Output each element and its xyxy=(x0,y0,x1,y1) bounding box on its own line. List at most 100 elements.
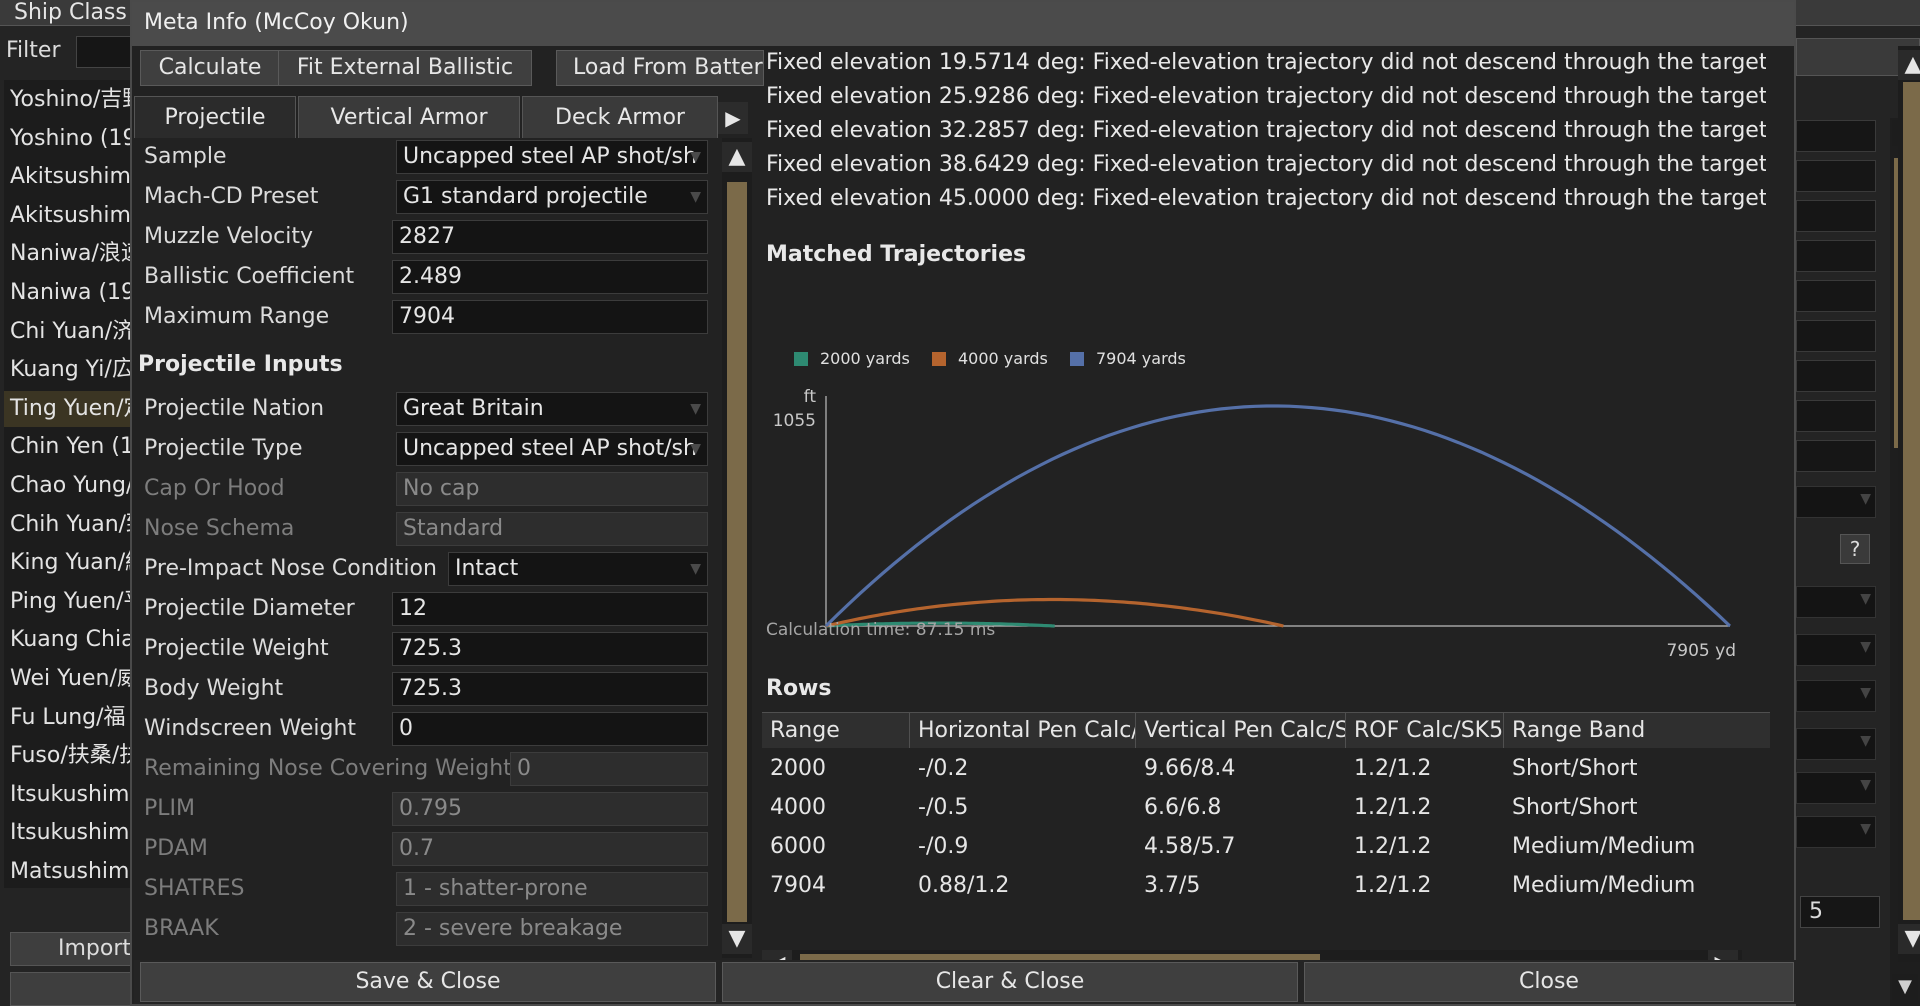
ship-list-item[interactable]: King Yuan/経 xyxy=(10,550,136,576)
ship-list-item[interactable]: Wei Yuen/威 xyxy=(10,666,136,691)
results-scroll-down-icon[interactable]: ▼ xyxy=(1898,924,1920,954)
projectile-diameter-input[interactable]: 12 xyxy=(392,592,708,626)
background-scroll-down-icon[interactable]: ▼ xyxy=(1892,974,1918,1000)
column-header-horizontal-pen[interactable]: Horizontal Pen Calc/SK5 xyxy=(910,712,1136,748)
muzzle-velocity-input[interactable]: 2827 xyxy=(392,220,708,254)
column-header-range[interactable]: Range xyxy=(762,712,910,748)
tab-deck-armor[interactable]: Deck Armor xyxy=(522,96,718,138)
braak-label: BRAAK xyxy=(144,916,219,941)
background-field[interactable] xyxy=(1796,400,1876,432)
nose-schema-field: Standard xyxy=(396,512,708,546)
ship-list-item[interactable]: Ting Yuen/定 xyxy=(4,390,136,427)
ship-list-item[interactable]: Fuso/扶桑/扶 xyxy=(10,743,136,769)
background-field[interactable] xyxy=(1796,586,1876,618)
projectile-weight-row: Projectile Weight 725.3 xyxy=(134,632,716,670)
projectile-nation-select[interactable]: Great Britain xyxy=(396,392,708,426)
mach-cd-row: Mach-CD Preset G1 standard projectile xyxy=(134,180,716,218)
background-field[interactable] xyxy=(1796,280,1876,312)
remaining-nose-label: Remaining Nose Covering Weight xyxy=(144,756,512,781)
results-scroll-up-icon[interactable]: ▲ xyxy=(1898,50,1920,80)
import-button[interactable]: Import xyxy=(10,932,136,966)
ship-list-item[interactable]: Chao Yung/ xyxy=(10,473,134,498)
background-field[interactable] xyxy=(1796,680,1876,712)
results-scroll-thumb[interactable] xyxy=(1903,82,1920,920)
background-field[interactable] xyxy=(1796,240,1876,272)
mach-cd-select[interactable]: G1 standard projectile xyxy=(396,180,708,214)
background-field[interactable] xyxy=(1796,320,1876,352)
ship-list-item[interactable]: Itsukushima xyxy=(10,781,136,807)
ship-list-item[interactable]: Yoshino (19 xyxy=(10,125,136,151)
ballistic-coefficient-input[interactable]: 2.489 xyxy=(392,260,708,294)
form-scroll-down-icon[interactable]: ▼ xyxy=(722,924,752,954)
ship-list-item[interactable]: Chi Yuan/济 xyxy=(10,318,135,344)
background-field[interactable] xyxy=(1796,728,1876,760)
tab-scroll-right-icon[interactable]: ▶ xyxy=(718,102,748,134)
ship-list-item[interactable]: Akitsushima xyxy=(10,202,136,228)
ship-list-item[interactable]: Itsukushima xyxy=(10,820,136,846)
help-button[interactable]: ? xyxy=(1840,534,1870,564)
maximum-range-row: Maximum Range 7904 xyxy=(134,300,716,338)
ship-list-item[interactable]: Akitsushima xyxy=(10,164,136,190)
table-cell: 6.6/6.8 xyxy=(1144,795,1222,820)
projectile-type-select[interactable]: Uncapped steel AP shot/sh xyxy=(396,432,708,466)
form-scrollbar[interactable] xyxy=(722,138,752,958)
ship-list-item[interactable]: Fu Lung/福 xyxy=(10,704,126,730)
ship-list-item[interactable]: Chih Yuan/致 xyxy=(10,511,136,537)
trajectory-line xyxy=(824,404,1732,628)
pre-impact-select[interactable]: Intact xyxy=(448,552,708,586)
background-field[interactable] xyxy=(1796,360,1876,392)
ship-list-item[interactable]: Naniwa (19 xyxy=(10,280,136,305)
legend-label: 7904 yards xyxy=(1096,349,1186,368)
column-header-range-band[interactable]: Range Band xyxy=(1504,712,1770,748)
log-line: Fixed elevation 25.9286 deg: Fixed-eleva… xyxy=(766,84,1766,109)
column-header-vertical-pen[interactable]: Vertical Pen Calc/SK5 xyxy=(1136,712,1346,748)
form-scroll-up-icon[interactable]: ▲ xyxy=(722,142,752,172)
save-close-button[interactable]: Save & Close xyxy=(140,962,716,1002)
projectile-diameter-row: Projectile Diameter 12 xyxy=(134,592,716,630)
background-field[interactable] xyxy=(1796,200,1876,232)
dialog-title-bar[interactable]: Meta Info (McCoy Okun) xyxy=(132,2,1794,46)
ship-list-item[interactable]: Matsushima xyxy=(10,859,136,884)
sample-row: Sample Uncapped steel AP shot/sh xyxy=(134,140,716,178)
tab-projectile[interactable]: Projectile xyxy=(134,96,296,138)
sample-select[interactable]: Uncapped steel AP shot/sh xyxy=(396,140,708,174)
projectile-form: Sample Uncapped steel AP shot/sh Mach-CD… xyxy=(134,138,716,960)
results-scrollbar[interactable] xyxy=(1898,46,1920,962)
filter-input[interactable] xyxy=(76,36,136,68)
background-field[interactable] xyxy=(1796,120,1876,152)
background-field[interactable] xyxy=(1796,160,1876,192)
clear-close-button[interactable]: Clear & Close xyxy=(722,962,1298,1002)
ship-list-item[interactable]: Chin Yen (1 xyxy=(10,434,134,460)
cap-or-hood-label: Cap Or Hood xyxy=(144,476,285,501)
chart-x-max-label: 7905 yd xyxy=(1666,641,1736,661)
table-cell: Short/Short xyxy=(1512,795,1638,820)
windscreen-weight-input[interactable]: 0 xyxy=(392,712,708,746)
maximum-range-input[interactable]: 7904 xyxy=(392,300,708,334)
projectile-type-label: Projectile Type xyxy=(144,436,303,461)
background-field[interactable] xyxy=(1796,440,1876,472)
tab-vertical-armor[interactable]: Vertical Armor xyxy=(298,96,520,138)
body-weight-label: Body Weight xyxy=(144,676,284,701)
count-field[interactable]: 5 xyxy=(1800,896,1880,928)
ship-list[interactable]: Yoshino/吉野 Yoshino (19 Akitsushima Akitsush… xyxy=(4,80,136,888)
close-button[interactable]: Close xyxy=(1304,962,1794,1002)
ship-list-item[interactable]: Naniwa/浪速 xyxy=(10,241,136,267)
background-field[interactable] xyxy=(1796,486,1876,518)
ship-list-item[interactable]: Kuang Yi/広 xyxy=(10,357,134,383)
projectile-weight-input[interactable]: 725.3 xyxy=(392,632,708,666)
background-bottom-button[interactable] xyxy=(10,972,136,1006)
background-field[interactable] xyxy=(1796,772,1876,804)
calculation-time: Calculation time: 87.15 ms xyxy=(766,620,996,640)
fit-external-ballistic-button[interactable]: Fit External Ballistic xyxy=(278,50,532,86)
column-header-rof[interactable]: ROF Calc/SK5 xyxy=(1346,712,1504,748)
body-weight-input[interactable]: 725.3 xyxy=(392,672,708,706)
ship-list-item[interactable]: Ping Yuen/平 xyxy=(10,588,136,614)
background-field[interactable] xyxy=(1796,816,1876,848)
form-scroll-thumb[interactable] xyxy=(727,182,747,922)
background-field[interactable] xyxy=(1796,634,1876,666)
load-from-battery-button[interactable]: Load From Battery xyxy=(556,50,764,86)
table-cell: 1.2/1.2 xyxy=(1354,795,1432,820)
ship-list-item[interactable]: Kuang Chia xyxy=(10,627,135,653)
ship-list-item[interactable]: Yoshino/吉野 xyxy=(10,87,136,112)
calculate-button[interactable]: Calculate xyxy=(140,50,280,86)
